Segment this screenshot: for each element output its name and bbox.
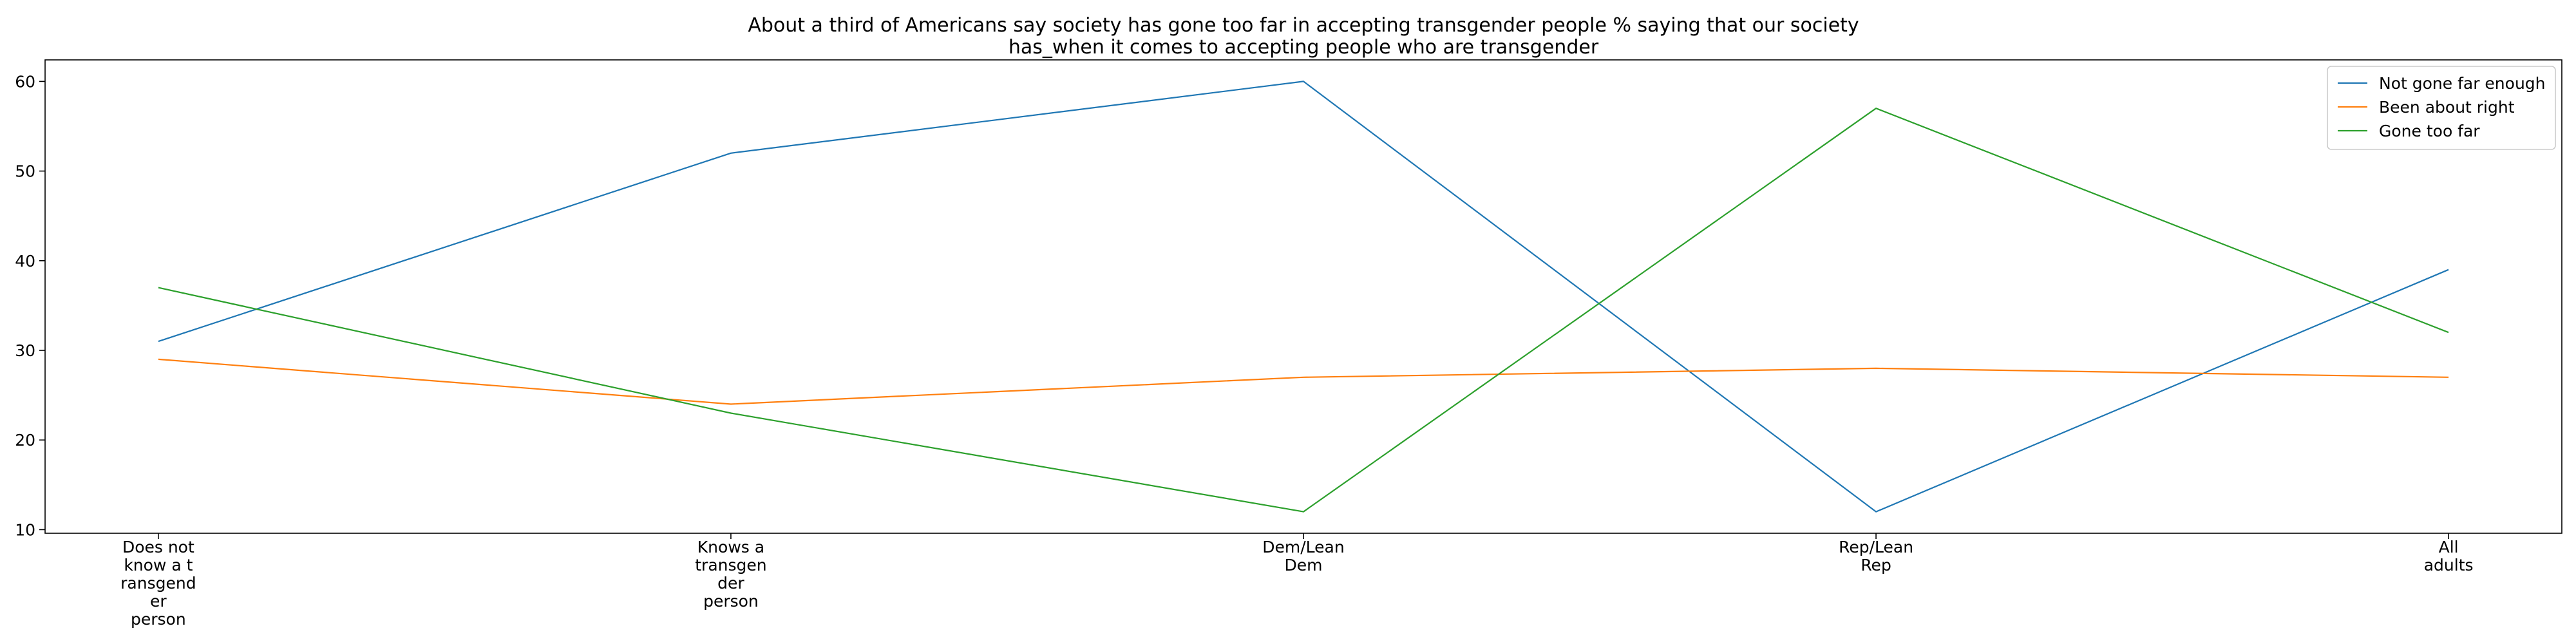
series-line-been-about-right: [158, 358, 2449, 405]
y-tick-label: 30: [15, 341, 35, 360]
x-tick-label: person: [703, 592, 759, 611]
chart-title: About a third of Americans say society h…: [748, 14, 1859, 59]
y-tick-label: 10: [15, 520, 35, 539]
x-tick-label: Rep/Lean: [1839, 538, 1913, 556]
legend-box: [2327, 66, 2556, 150]
x-tick-label: know a t: [124, 556, 193, 574]
x-tick-label: der: [717, 574, 744, 592]
legend-label: Gone too far: [2379, 122, 2480, 140]
series-lines: [158, 80, 2449, 513]
legend-label: Not gone far enough: [2379, 74, 2546, 93]
chart-title-line: About a third of Americans say society h…: [748, 14, 1859, 37]
x-tick-label: Does not: [122, 538, 194, 556]
x-tick-label: Dem: [1285, 556, 1323, 574]
series-line-not-gone-far-enough: [158, 80, 2449, 513]
x-tick-label: er: [150, 592, 167, 611]
y-tick-label: 60: [15, 72, 35, 91]
y-axis: 10 20 30 40 50 60: [15, 72, 45, 539]
chart-title-line: has_when it comes to accepting people wh…: [1009, 36, 1599, 59]
y-tick-label: 20: [15, 431, 35, 450]
x-tick-label: Dem/Lean: [1262, 538, 1344, 556]
legend-label: Been about right: [2379, 98, 2515, 117]
plot-area-frame: [44, 59, 2562, 534]
x-tick-label: transgen: [695, 556, 766, 574]
x-tick-label: All: [2439, 538, 2459, 556]
x-tick-label: Rep: [1861, 556, 1891, 574]
x-tick-label: Knows a: [697, 538, 764, 556]
y-tick-label: 50: [15, 162, 35, 181]
legend: Not gone far enough Been about right Gone …: [2327, 66, 2556, 150]
series-line-gone-too-far: [158, 108, 2449, 513]
x-tick-label: person: [131, 610, 186, 629]
x-tick-label: adults: [2424, 556, 2474, 574]
x-tick-label: ransgend: [120, 574, 196, 592]
y-tick-label: 40: [15, 252, 35, 270]
